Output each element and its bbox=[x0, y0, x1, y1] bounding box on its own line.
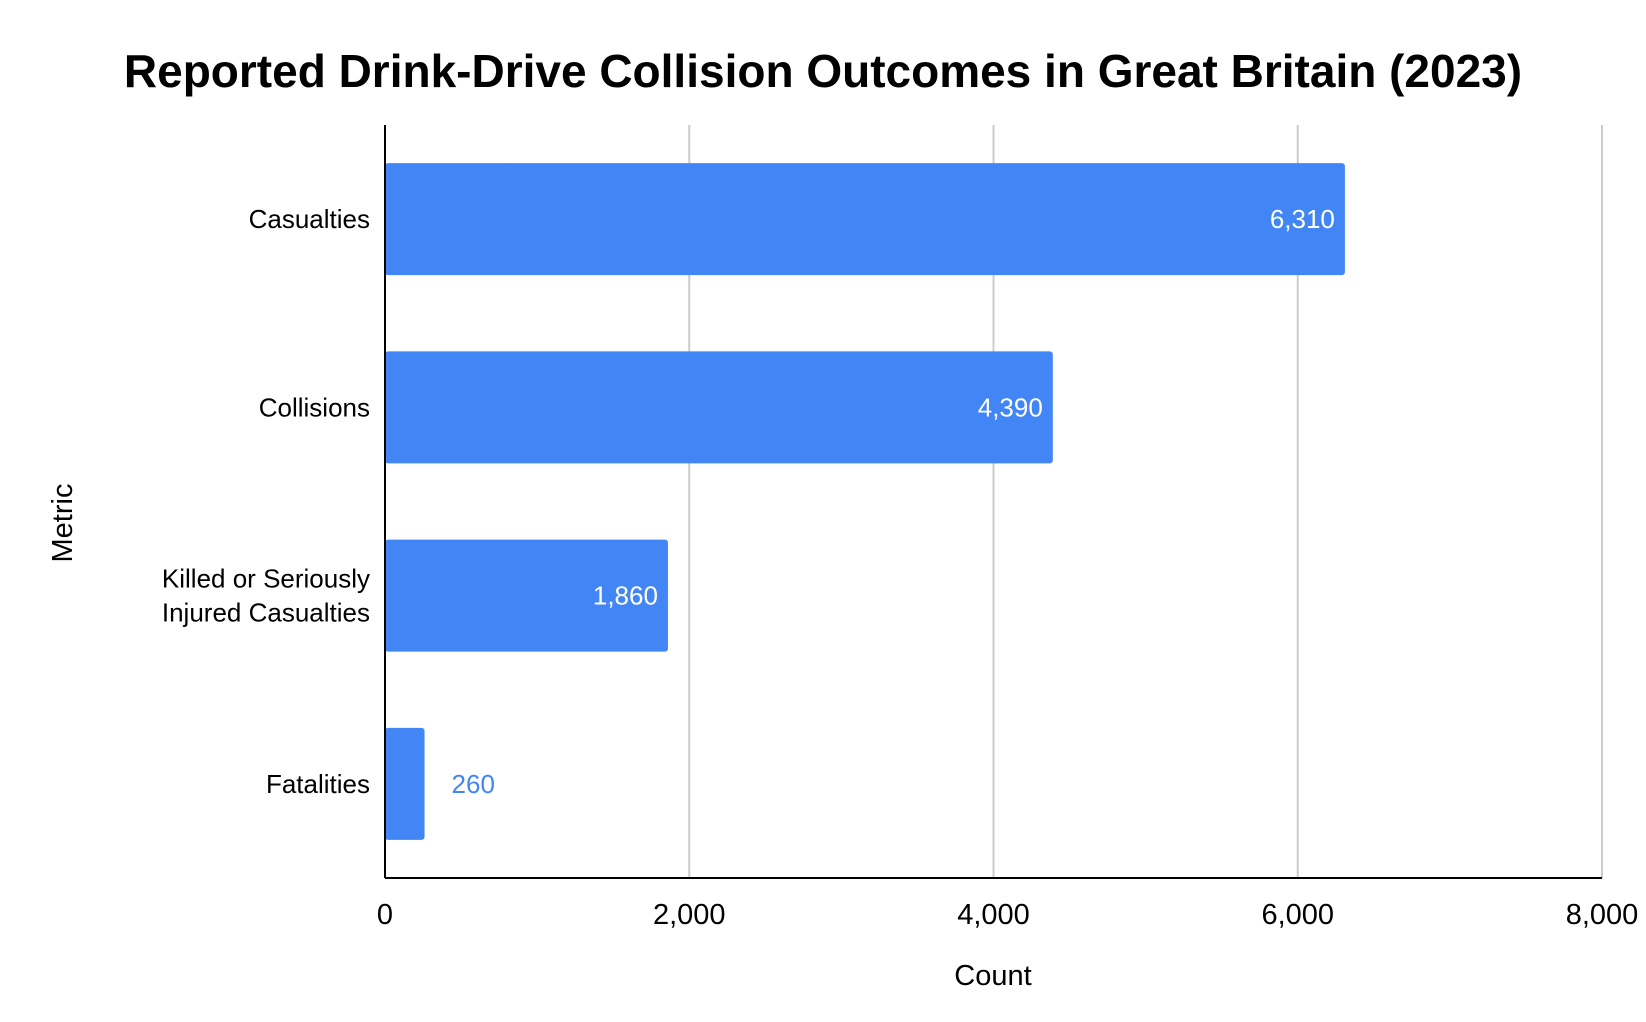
x-tick-label: 2,000 bbox=[653, 899, 726, 931]
bars bbox=[385, 163, 1345, 840]
chart-title: Reported Drink-Drive Collision Outcomes … bbox=[124, 45, 1522, 97]
bar bbox=[385, 539, 668, 652]
bar bbox=[385, 727, 425, 840]
category-label: Casualties bbox=[249, 204, 370, 234]
bar bbox=[385, 351, 1053, 464]
x-tick-label: 8,000 bbox=[1566, 899, 1639, 931]
category-label: Killed or Seriously Injured Casualties bbox=[162, 564, 370, 628]
category-labels: Casualties Collisions Killed or Seriously I… bbox=[162, 204, 370, 799]
data-label: 4,390 bbox=[978, 392, 1043, 422]
data-labels: 6,310 4,390 1,860 260 bbox=[452, 204, 1335, 799]
x-tick-label: 0 bbox=[377, 899, 393, 931]
category-label: Collisions bbox=[259, 392, 370, 422]
data-label: 1,860 bbox=[593, 581, 658, 611]
axes bbox=[384, 125, 1602, 879]
data-label: 260 bbox=[452, 769, 495, 799]
data-label: 6,310 bbox=[1270, 204, 1335, 234]
x-axis-title: Count bbox=[954, 960, 1031, 992]
y-axis-title: Metric bbox=[47, 484, 79, 563]
x-tick-label: 4,000 bbox=[957, 899, 1030, 931]
x-tick-labels: 0 2,000 4,000 6,000 8,000 bbox=[377, 899, 1638, 931]
category-label: Fatalities bbox=[266, 769, 370, 799]
bar bbox=[385, 163, 1345, 276]
x-tick-label: 6,000 bbox=[1261, 899, 1334, 931]
